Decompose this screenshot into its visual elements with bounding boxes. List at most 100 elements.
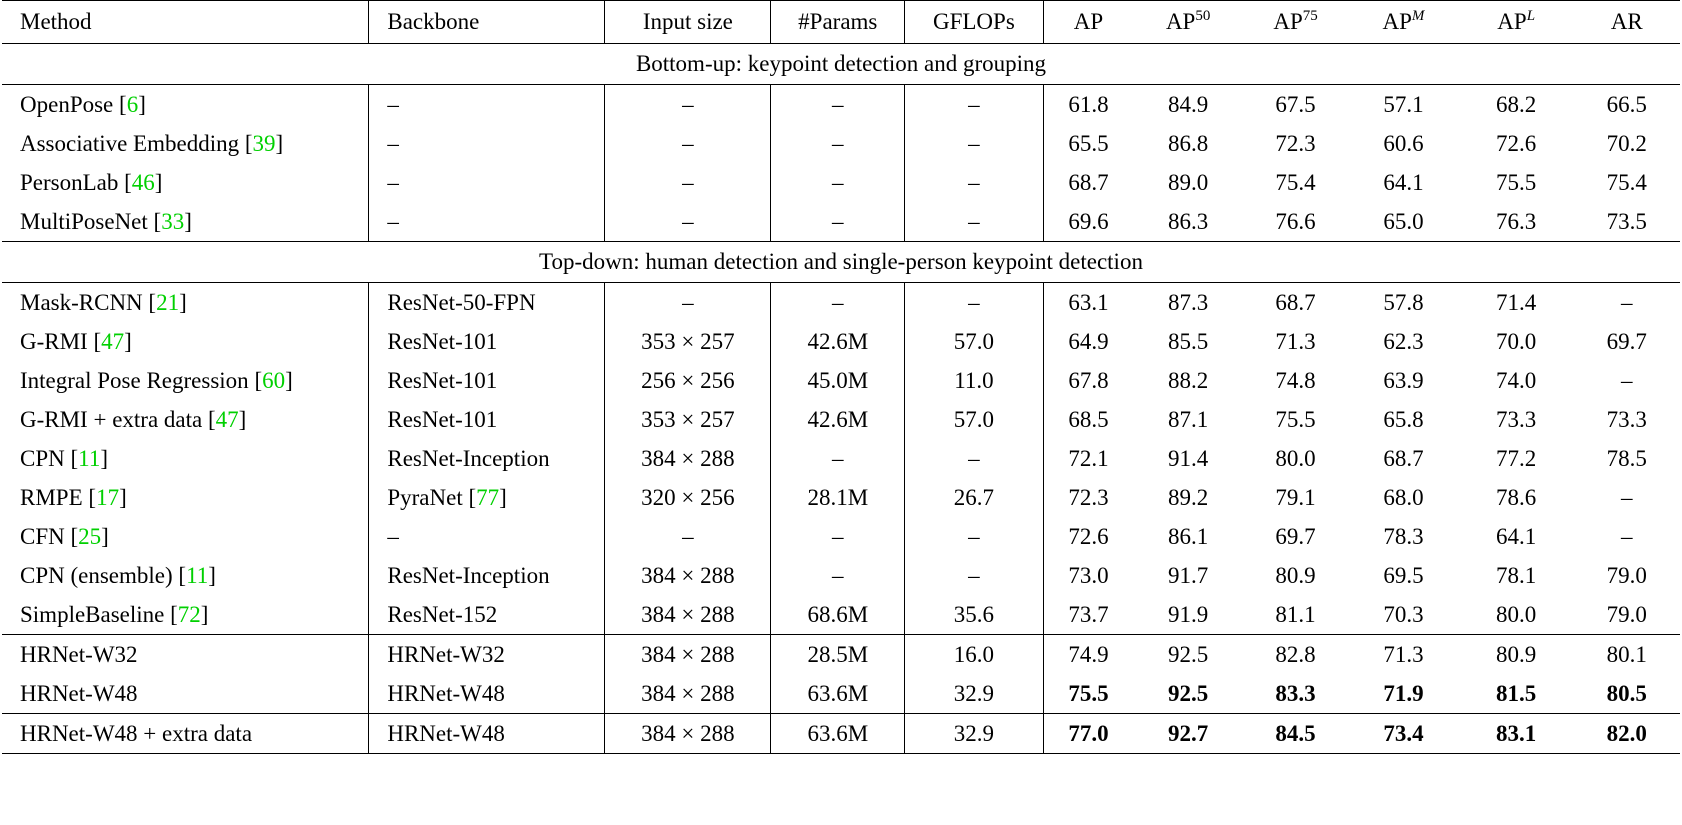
cell-text: HRNet-W48 [387, 680, 505, 706]
ap-cell: 73.7 [1068, 601, 1109, 627]
ar-cell: – [1621, 523, 1633, 549]
params-cell: 45.0M [770, 361, 906, 400]
backbone-cell: ResNet-101 [368, 400, 606, 439]
backbone-cell: ResNet-Inception [368, 556, 606, 595]
gflops-cell: – [904, 517, 1044, 556]
input-size-cell: 384 × 288 [604, 595, 772, 635]
cell-text: ResNet-152 [387, 601, 498, 627]
cell-text: ResNet-101 [387, 328, 498, 354]
ar-cell: 79.0 [1606, 562, 1647, 588]
citation-link: 33 [161, 208, 185, 234]
cell-text: Mask-RCNN [20, 289, 143, 315]
input-size-cell: – [604, 517, 772, 556]
apl-cell: 80.9 [1496, 641, 1537, 667]
citation-link: 46 [131, 169, 155, 195]
backbone-cell: HRNet-W48 [368, 713, 606, 754]
table-row: CPN (ensemble) [11] ResNet-Inception 384 ×… [2, 556, 1680, 595]
ap50-cell: 87.1 [1168, 406, 1209, 432]
gflops-cell: 26.7 [904, 478, 1044, 517]
table-row: SimpleBaseline [72] ResNet-152 384 × 288 68… [2, 595, 1680, 635]
input-size-cell: 353 × 257 [604, 322, 772, 361]
backbone-cell: ResNet-101 [368, 322, 606, 361]
apm-cell: 62.3 [1383, 328, 1424, 354]
citation-link: 17 [96, 484, 120, 510]
cell-text: ResNet-Inception [387, 445, 550, 471]
method-cell: HRNet-W48 + extra data [2, 713, 370, 754]
method-cell: Mask-RCNN [21] [2, 282, 370, 322]
cell-text: MultiPoseNet [20, 208, 148, 234]
ar-cell: 73.3 [1606, 406, 1647, 432]
gflops-cell: 32.9 [904, 713, 1044, 754]
ar-cell: 66.5 [1606, 91, 1647, 117]
apl-cell: 74.0 [1496, 367, 1537, 393]
input-size-cell: 384 × 288 [604, 439, 772, 478]
gflops-cell: – [904, 124, 1044, 163]
method-cell: G-RMI [47] [2, 322, 370, 361]
col-header-ap75: AP75 [1273, 8, 1318, 35]
ap-cell: 69.6 [1068, 208, 1109, 234]
ap50-cell: 86.8 [1168, 130, 1209, 156]
ap-cell: 74.9 [1068, 641, 1109, 667]
ar-cell: 79.0 [1606, 601, 1647, 627]
cell-text: – [387, 169, 399, 195]
cell-text: ResNet-Inception [387, 562, 550, 588]
col-header-method: Method [2, 0, 370, 44]
table-row: HRNet-W32 HRNet-W32 384 × 288 28.5M 16.0 74.9… [2, 634, 1680, 674]
params-cell: – [770, 517, 906, 556]
ap50-cell: 91.9 [1168, 601, 1209, 627]
ap50-cell: 89.2 [1168, 484, 1209, 510]
params-cell: – [770, 84, 906, 124]
method-cell: HRNet-W32 [2, 634, 370, 674]
ar-cell: 80.1 [1606, 641, 1647, 667]
table-row: HRNet-W48 HRNet-W48 384 × 288 63.6M 32.9 75.5… [2, 674, 1680, 714]
method-cell: HRNet-W48 [2, 674, 370, 714]
ap50-cell: 89.0 [1168, 169, 1209, 195]
gflops-cell: – [904, 556, 1044, 595]
apl-cell: 64.1 [1496, 523, 1537, 549]
params-cell: 42.6M [770, 400, 906, 439]
method-cell: MultiPoseNet [33] [2, 202, 370, 242]
ap75-cell: 75.4 [1275, 169, 1316, 195]
ap-cell: 67.8 [1068, 367, 1109, 393]
input-size-cell: 384 × 288 [604, 674, 772, 714]
ap75-cell: 80.0 [1275, 445, 1316, 471]
cell-text: HRNet-W48 + extra data [20, 720, 253, 746]
method-cell: RMPE [17] [2, 478, 370, 517]
ap75-cell: 74.8 [1275, 367, 1316, 393]
ap-cell: 72.6 [1068, 523, 1109, 549]
cell-text: G-RMI [20, 328, 88, 354]
table-row: HRNet-W48 + extra data HRNet-W48 384 × 288… [2, 713, 1680, 754]
apm-cell: 57.8 [1383, 289, 1424, 315]
input-size-cell: 384 × 288 [604, 713, 772, 754]
ar-cell: 73.5 [1606, 208, 1647, 234]
citation-link: 39 [252, 130, 276, 156]
cell-text: – [387, 91, 399, 117]
gflops-cell: 32.9 [904, 674, 1044, 714]
results-table-container: Method Backbone Input size #Params GFLOP… [2, 0, 1680, 754]
cell-text: – [387, 523, 399, 549]
gflops-cell: – [904, 282, 1044, 322]
ap50-cell: 92.5 [1168, 641, 1209, 667]
apm-cell: 71.3 [1383, 641, 1424, 667]
cell-text: HRNet-W48 [20, 680, 138, 706]
ar-cell: 69.7 [1606, 328, 1647, 354]
params-cell: 63.6M [770, 674, 906, 714]
col-header-input-size: Input size [604, 0, 772, 44]
ap-cell: 72.3 [1068, 484, 1109, 510]
backbone-cell: – [368, 163, 606, 202]
backbone-cell: ResNet-50-FPN [368, 282, 606, 322]
apl-cell: 73.3 [1496, 406, 1537, 432]
ap75-cell: 82.8 [1275, 641, 1316, 667]
table-row: G-RMI + extra data [47] ResNet-101 353 × 2… [2, 400, 1680, 439]
gflops-cell: 16.0 [904, 634, 1044, 674]
input-size-cell: – [604, 202, 772, 242]
cell-text: PyraNet [387, 484, 463, 510]
ap50-cell: 92.5 [1168, 680, 1209, 706]
table-row: Mask-RCNN [21] ResNet-50-FPN – – –63.1 87.3 68… [2, 282, 1680, 322]
input-size-cell: 256 × 256 [604, 361, 772, 400]
apl-cell: 78.1 [1496, 562, 1537, 588]
ap75-cell: 68.7 [1275, 289, 1316, 315]
ap75-cell: 83.3 [1275, 680, 1316, 706]
apl-cell: 78.6 [1496, 484, 1537, 510]
col-header-ap50: AP50 [1165, 8, 1211, 35]
